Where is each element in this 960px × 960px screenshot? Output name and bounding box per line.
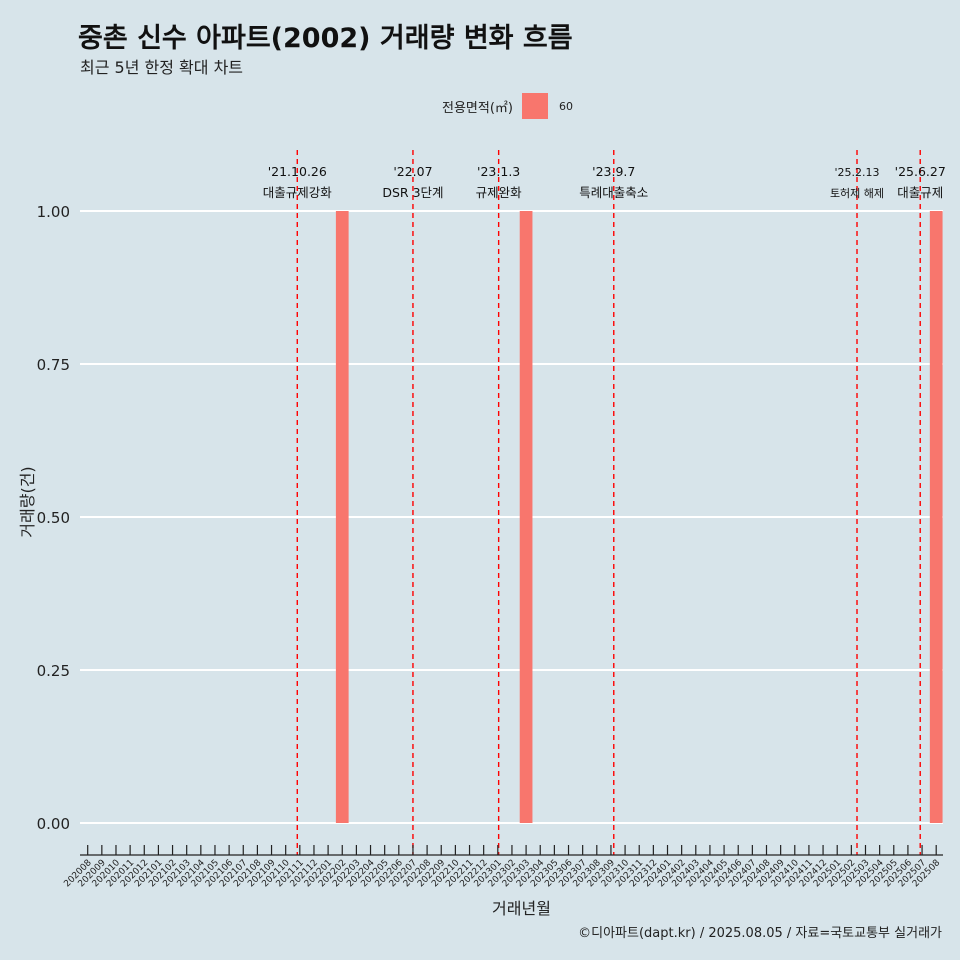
legend-label-60: 60: [558, 99, 573, 113]
y-tick-label: 1.00: [37, 203, 70, 221]
event-date-label: '22.07: [393, 164, 432, 179]
bar-202202: [335, 211, 349, 823]
source-caption: ©디아파트(dapt.kr) / 2025.08.05 / 자료=국토교통부 실…: [578, 926, 942, 941]
event-date-label: '21.10.26: [268, 164, 327, 179]
y-axis-title: 거래량(건): [18, 466, 37, 537]
event-date-label: '25.6.27: [895, 164, 946, 179]
event-label: 규제완화: [476, 185, 523, 200]
bar-202303: [519, 211, 533, 823]
event-label: DSR 3단계: [382, 185, 443, 200]
bar-202508: [929, 211, 943, 823]
event-label: 대출규제강화: [263, 185, 333, 200]
y-tick-label: 0.50: [37, 509, 70, 527]
event-label: 토허제 해제: [830, 186, 884, 200]
event-date-label: '23.1.3: [477, 164, 520, 179]
legend: 전용면적(㎡) 60: [442, 93, 573, 119]
legend-title: 전용면적(㎡): [442, 100, 513, 116]
y-tick-label: 0.75: [37, 356, 70, 374]
y-tick-label: 0.25: [37, 662, 70, 680]
y-tick-label: 0.00: [37, 815, 70, 833]
chart-title: 중촌 신수 아파트(2002) 거래량 변화 흐름: [78, 23, 573, 54]
legend-key-60: [521, 93, 548, 119]
chart-subtitle: 최근 5년 한정 확대 차트: [80, 58, 244, 77]
event-date-label: '23.9.7: [592, 164, 635, 179]
event-label: 대출규제: [897, 185, 943, 200]
event-date-label: '25.2.13: [834, 166, 879, 179]
x-axis-title: 거래년월: [492, 899, 551, 918]
event-label: 특례대출축소: [579, 185, 648, 200]
